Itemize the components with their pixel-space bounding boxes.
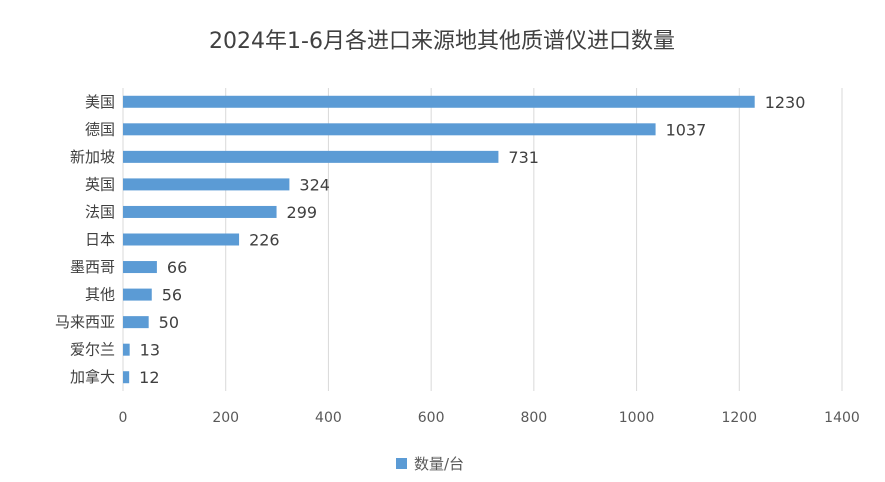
- data-label: 324: [299, 175, 330, 194]
- category-label: 德国: [85, 120, 115, 138]
- bar: [123, 123, 656, 136]
- data-label: 56: [162, 286, 182, 305]
- data-label: 66: [167, 258, 187, 277]
- x-tick-label: 800: [520, 410, 547, 426]
- bar: [123, 95, 755, 108]
- data-label: 299: [287, 203, 318, 222]
- data-label: 13: [140, 341, 160, 360]
- x-tick-label: 1200: [721, 410, 757, 426]
- bar: [123, 233, 240, 246]
- bar: [123, 371, 130, 384]
- x-tick-label: 0: [119, 410, 128, 426]
- data-label: 1230: [765, 93, 806, 112]
- x-tick-label: 600: [418, 410, 445, 426]
- data-label: 731: [508, 148, 539, 167]
- data-label: 1037: [666, 120, 707, 139]
- category-label: 日本: [85, 231, 115, 249]
- gridlines: [122, 88, 843, 391]
- category-label: 加拿大: [70, 368, 115, 386]
- bar: [123, 316, 149, 329]
- bar: [123, 261, 157, 274]
- category-label: 法国: [85, 203, 115, 221]
- bar: [123, 178, 290, 191]
- bar: [123, 343, 130, 356]
- category-label: 墨西哥: [70, 258, 115, 276]
- chart-title: 2024年1-6月各进口来源地其他质谱仪进口数量: [209, 29, 675, 54]
- category-label: 美国: [85, 93, 115, 111]
- category-label: 爱尔兰: [70, 341, 115, 359]
- category-label: 新加坡: [70, 148, 115, 166]
- legend-label: 数量/台: [414, 455, 464, 473]
- x-tick-label: 200: [212, 410, 239, 426]
- bar: [123, 288, 152, 301]
- bar: [123, 150, 499, 163]
- x-tick-label: 1000: [619, 410, 655, 426]
- category-label: 其他: [85, 286, 115, 304]
- legend-swatch: [396, 458, 407, 469]
- x-axis-ticks: 0 200 400 600 800 1000 1200 1400: [119, 410, 860, 426]
- category-label: 马来西亚: [55, 313, 115, 331]
- data-label: 226: [249, 231, 280, 250]
- bar: [123, 205, 277, 218]
- data-label: 50: [159, 313, 179, 332]
- bars: [123, 95, 755, 384]
- x-tick-label: 400: [315, 410, 342, 426]
- category-label: 英国: [85, 175, 115, 193]
- x-tick-label: 1400: [824, 410, 860, 426]
- data-labels: 1230 1037 731 324 299 226 66 56 50 13 12: [139, 93, 805, 387]
- legend: 数量/台: [396, 455, 464, 473]
- data-label: 12: [139, 368, 159, 387]
